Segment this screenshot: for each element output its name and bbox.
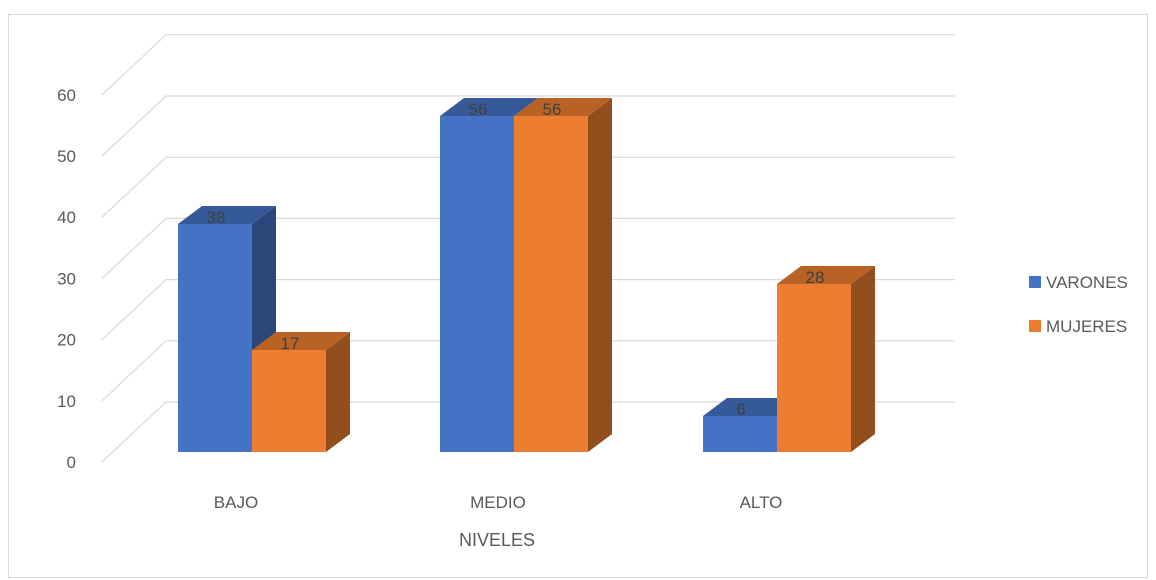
bar-front-face <box>440 116 514 452</box>
gridline <box>101 95 955 157</box>
data-label: 28 <box>806 268 825 287</box>
bar-side-face <box>851 266 875 452</box>
legend-label: MUJERES <box>1046 317 1127 336</box>
bar-top-face <box>252 332 350 350</box>
bars <box>178 98 875 452</box>
data-labels: 38 17 56 56 6 28 <box>207 100 825 419</box>
y-tick-labels: 0 10 20 30 40 50 60 <box>57 86 76 472</box>
bar-top-face <box>178 206 276 224</box>
data-label: 38 <box>207 208 226 227</box>
y-tick-label: 10 <box>57 392 76 411</box>
y-tick-label: 50 <box>57 147 76 166</box>
legend-swatch <box>1029 320 1041 332</box>
bar-alto-mujeres <box>777 266 875 452</box>
x-tick-label: BAJO <box>214 493 258 512</box>
legend-item-mujeres: MUJERES <box>1029 317 1127 336</box>
bar-bajo-mujeres <box>252 332 350 452</box>
gridlines <box>101 34 955 463</box>
bar-side-face <box>326 332 350 452</box>
legend: VARONES MUJERES <box>1029 273 1128 336</box>
data-label: 56 <box>543 100 562 119</box>
bar-side-face <box>588 98 612 452</box>
gridline <box>101 401 955 463</box>
x-tick-labels: BAJO MEDIO ALTO <box>214 493 783 512</box>
legend-item-varones: VARONES <box>1029 273 1128 292</box>
x-tick-label: MEDIO <box>470 493 526 512</box>
x-tick-label: ALTO <box>740 493 783 512</box>
data-label: 56 <box>469 100 488 119</box>
y-tick-label: 60 <box>57 86 76 105</box>
legend-swatch <box>1029 276 1041 288</box>
bar-top-face <box>777 266 875 284</box>
bar-top-face <box>514 98 612 116</box>
y-tick-label: 30 <box>57 269 76 288</box>
bar-front-face <box>777 284 851 452</box>
gridline <box>101 156 955 218</box>
bar-top-face <box>703 398 801 416</box>
gridline <box>101 217 955 279</box>
bar-front-face <box>514 116 588 452</box>
legend-label: VARONES <box>1046 273 1128 292</box>
gridline <box>101 340 955 402</box>
bar-top-face <box>440 98 538 116</box>
bar-medio-mujeres <box>514 98 612 452</box>
bar-front-face <box>252 350 326 452</box>
data-label: 17 <box>281 334 300 353</box>
y-tick-label: 20 <box>57 331 76 350</box>
y-tick-label: 0 <box>67 453 76 472</box>
data-label: 6 <box>736 400 745 419</box>
bar-front-face <box>178 224 252 452</box>
bar-front-face <box>703 416 777 452</box>
gridline <box>101 279 955 341</box>
gridline <box>101 34 955 96</box>
y-tick-label: 40 <box>57 208 76 227</box>
x-axis-title: NIVELES <box>459 530 535 550</box>
